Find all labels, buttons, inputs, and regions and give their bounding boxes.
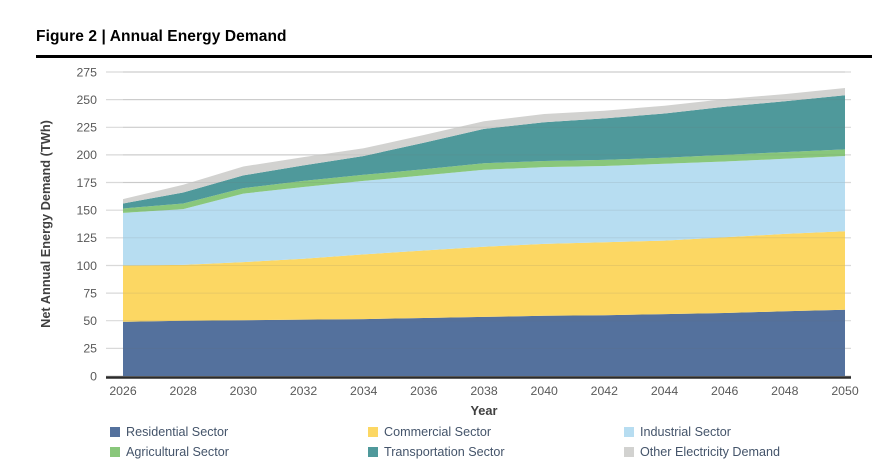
chart-legend: Residential Sector Commercial Sector Ind… [0,424,888,468]
agricultural-swatch [110,447,120,457]
legend-item-industrial: Industrial Sector [624,425,731,443]
transportation-swatch [368,447,378,457]
area-residential-sector [123,309,845,376]
x-tick-label: 2042 [591,384,619,398]
legend-label: Transportation Sector [384,445,505,459]
area-agricultural-sector [123,149,845,213]
x-tick-label: 2046 [711,384,739,398]
area-industrial-sector [123,156,845,266]
y-axis-title: Net Annual Energy Demand (TWh) [38,120,53,328]
x-tick-label: 2032 [290,384,318,398]
x-tick-label: 2036 [410,384,438,398]
legend-label: Residential Sector [126,425,229,439]
x-tick-label: 2030 [230,384,258,398]
area-commercial-sector [123,231,845,322]
y-tick-label: 75 [83,286,97,300]
industrial-swatch [624,427,634,437]
y-tick-label: 150 [76,204,97,218]
y-tick-label: 175 [76,176,97,190]
area-other-electricity-demand [123,88,845,204]
legend-item-commercial: Commercial Sector [368,425,491,443]
x-tick-label: 2028 [170,384,198,398]
legend-item-agricultural: Agricultural Sector [110,445,229,463]
x-tick-label: 2040 [531,384,559,398]
y-tick-label: 100 [76,259,97,273]
y-tick-label: 25 [83,342,97,356]
x-tick-label: 2044 [651,384,679,398]
y-tick-label: 0 [90,369,97,383]
y-tick-label: 250 [76,93,97,107]
x-tick-label: 2026 [109,384,137,398]
x-axis-title: Year [470,403,497,418]
x-tick-label: 2038 [470,384,498,398]
y-tick-label: 225 [76,121,97,135]
legend-item-residential: Residential Sector [110,425,228,443]
x-tick-label: 2048 [771,384,799,398]
legend-item-transportation: Transportation Sector [368,445,505,463]
legend-label: Industrial Sector [640,425,731,439]
y-tick-label: 275 [76,65,97,79]
other-electricity-swatch [624,447,634,457]
legend-item-other-electricity: Other Electricity Demand [624,445,780,463]
area-transportation-sector [123,95,845,209]
residential-swatch [110,427,120,437]
x-tick-label: 2034 [350,384,378,398]
legend-label: Commercial Sector [384,425,492,439]
y-tick-label: 125 [76,231,97,245]
legend-label: Other Electricity Demand [640,445,780,459]
y-tick-label: 200 [76,148,97,162]
legend-label: Agricultural Sector [126,445,229,459]
commercial-swatch [368,427,378,437]
title-rule [36,55,872,58]
figure-title: Figure 2 | Annual Energy Demand [36,28,287,45]
y-tick-label: 50 [83,314,97,328]
stacked-area-chart: 0 25 50 75 100 125 150 175 200 225 250 275 2026 2028 2… [38,65,859,418]
x-tick-label: 2050 [831,384,859,398]
